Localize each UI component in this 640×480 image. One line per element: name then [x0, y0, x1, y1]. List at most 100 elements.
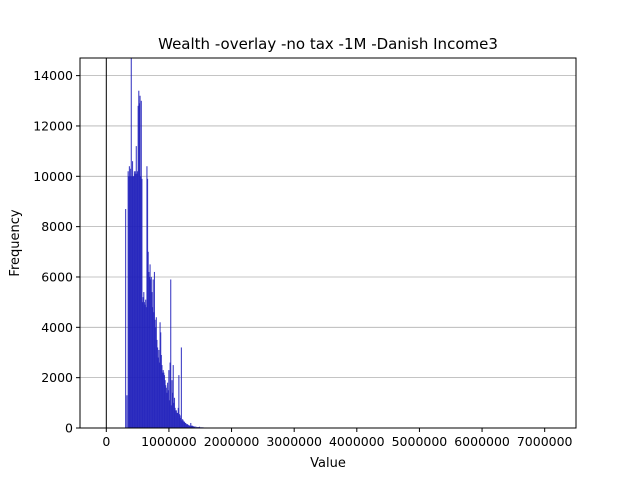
histogram-bar — [141, 178, 143, 428]
histogram-bar — [136, 173, 138, 428]
histogram-bar — [187, 424, 189, 428]
y-tick-label-0: 0 — [65, 421, 73, 436]
x-tick-label-3: 3000000 — [266, 434, 322, 449]
x-tick-label-6: 6000000 — [454, 434, 510, 449]
histogram-bar — [173, 397, 176, 428]
histogram-bar — [174, 407, 176, 428]
histogram-bar — [140, 176, 142, 428]
histogram-bar — [131, 176, 133, 428]
histogram-bar — [168, 370, 170, 428]
histogram-bar — [129, 176, 131, 428]
histogram-bar — [152, 307, 154, 428]
y-axis-label: Frequency — [8, 209, 23, 276]
histogram-bar — [154, 319, 156, 428]
histogram-bar — [153, 312, 155, 428]
histogram-bar — [150, 279, 152, 428]
histogram-bar — [132, 176, 134, 428]
histogram-bar — [179, 415, 181, 428]
histogram-bar — [130, 168, 132, 429]
chart-title: Wealth -overlay -no tax -1M -Danish Inco… — [158, 35, 498, 53]
histogram-bar — [170, 405, 172, 428]
histogram-bar — [138, 90, 140, 429]
y-axis-ticks: 0 2000 4000 6000 8000 10000 12000 14000 — [33, 68, 80, 436]
histogram-bar — [166, 392, 168, 428]
histogram-bar — [183, 421, 186, 428]
histogram-bar — [198, 426, 201, 428]
histogram-bar — [172, 365, 174, 428]
histogram-bar — [127, 171, 129, 428]
histogram-bar — [155, 317, 157, 428]
histogram-bar — [192, 426, 194, 428]
histogram-bar — [176, 412, 178, 428]
histogram-bar — [167, 382, 169, 428]
histogram-bar — [135, 171, 137, 428]
histogram-bar — [185, 422, 187, 428]
histogram-bar — [191, 425, 193, 428]
histogram-bar — [126, 395, 128, 428]
histogram-bar — [195, 426, 197, 428]
y-tick-label-2: 4000 — [41, 320, 73, 335]
histogram-bar — [133, 176, 135, 428]
histogram-bar — [145, 299, 147, 428]
histogram-bar — [146, 166, 148, 428]
y-tick-label-4: 8000 — [41, 219, 73, 234]
histogram-bar — [169, 362, 171, 428]
histogram-bar — [189, 425, 191, 428]
histogram-bar — [182, 420, 184, 428]
histogram-bar — [177, 412, 179, 428]
histogram-bar — [164, 380, 166, 428]
x-tick-label-4: 4000000 — [329, 434, 385, 449]
histogram-bar — [172, 392, 174, 428]
histogram-bar — [188, 425, 190, 428]
histogram-bar — [139, 95, 141, 429]
histogram-bar — [168, 400, 171, 428]
histogram-bar — [182, 419, 184, 428]
histogram-bar — [173, 402, 175, 428]
histogram-bar — [165, 385, 167, 428]
histogram-bar — [185, 424, 187, 428]
histogram-bar — [150, 276, 152, 428]
histogram-bar — [158, 349, 160, 428]
histogram-bar — [160, 355, 162, 428]
x-tick-label-1: 1000000 — [141, 434, 197, 449]
histogram-bar — [151, 292, 153, 428]
plot-frame — [79, 57, 577, 429]
histogram-bar — [145, 307, 147, 428]
histogram-bar — [180, 347, 182, 428]
histogram-bar — [155, 327, 157, 428]
histogram-bar — [167, 390, 169, 428]
histogram-bar — [157, 357, 159, 428]
histogram-bar — [188, 425, 191, 428]
x-axis-label: Value — [310, 456, 346, 471]
histogram-bar — [190, 425, 192, 428]
histogram-bar — [162, 372, 164, 428]
histogram-bar — [184, 422, 186, 428]
histogram-bar — [171, 380, 173, 428]
histogram-bar — [134, 173, 136, 428]
histogram-bar — [196, 426, 198, 428]
histogram-bar — [136, 171, 139, 428]
histogram-bar — [143, 292, 145, 428]
histogram-bar — [142, 297, 144, 428]
histogram-bar — [156, 339, 158, 428]
histogram-bar — [177, 407, 179, 428]
x-axis-ticks: 0 1000000 2000000 3000000 4000000 5000000 6000… — [102, 428, 573, 449]
histogram-bar — [161, 365, 163, 428]
y-tick-label-6: 12000 — [33, 118, 73, 133]
histogram-bar — [165, 387, 167, 428]
histogram-bar — [131, 161, 134, 429]
histogram-bar — [128, 176, 130, 428]
histogram-bar — [160, 332, 162, 428]
histogram-bar — [192, 425, 194, 428]
histogram-bar — [153, 271, 155, 428]
histogram-bar — [181, 420, 183, 428]
histogram-bar — [180, 417, 182, 428]
histogram-bar — [144, 304, 146, 428]
histogram-bar — [193, 426, 195, 428]
histogram-bar — [162, 370, 164, 428]
histogram-bar — [152, 279, 154, 428]
histogram-bar — [130, 58, 132, 428]
y-tick-label-5: 10000 — [33, 169, 73, 184]
histogram-bar — [197, 426, 199, 428]
x-tick-label-5: 5000000 — [392, 434, 448, 449]
